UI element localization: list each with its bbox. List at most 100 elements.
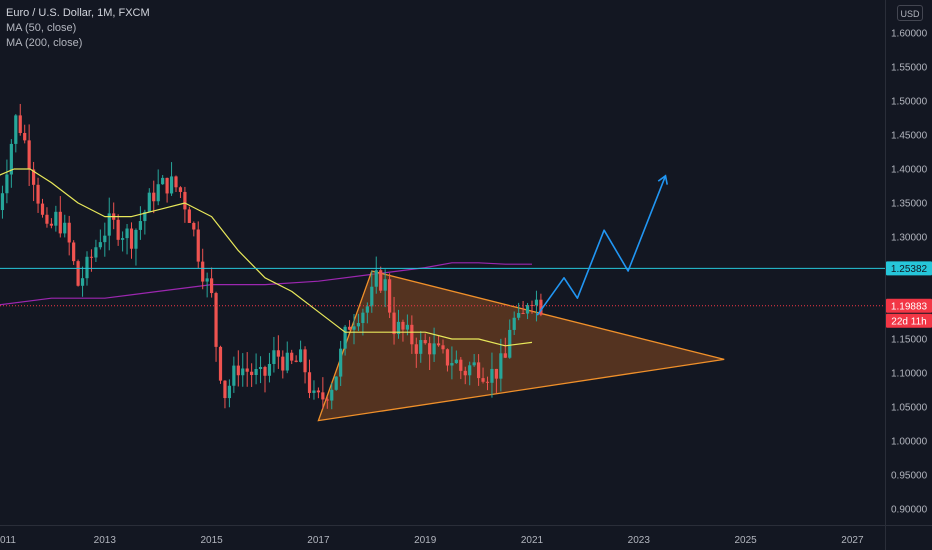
candle-body: [138, 221, 142, 230]
ma200-legend[interactable]: MA (200, close): [6, 37, 83, 49]
candle-body: [129, 228, 134, 249]
ma200-line: [0, 262, 532, 306]
candle-body: [107, 213, 111, 236]
candle-body: [32, 169, 36, 185]
candle-body: [499, 353, 503, 379]
candle-body: [152, 192, 156, 202]
candle-body: [250, 371, 254, 376]
candle-body: [379, 270, 383, 291]
candle-body: [210, 278, 214, 294]
projection-path[interactable]: [536, 174, 668, 316]
candle-body: [174, 176, 178, 188]
candle-body: [192, 222, 196, 230]
candle-body: [432, 343, 436, 355]
chart-legend[interactable]: Euro / U.S. Dollar, 1M, FXCM MA (50, clo…: [6, 6, 150, 51]
candle-body: [472, 362, 476, 366]
candle-body: [121, 238, 125, 240]
candle-body: [0, 193, 5, 211]
candle-body: [227, 385, 231, 399]
horizontal-levels[interactable]: [0, 267, 885, 307]
candle-body: [214, 293, 218, 347]
candle-body: [361, 312, 365, 324]
candle-body: [477, 362, 481, 379]
candle-body: [352, 326, 356, 330]
candle-body: [481, 378, 485, 382]
candle-body: [423, 340, 427, 344]
current-price-tag: 1.19883: [891, 301, 928, 312]
candle-body: [374, 270, 378, 287]
candle-body: [330, 389, 334, 401]
projection-arrowhead: [657, 174, 668, 185]
candle-body: [414, 344, 418, 354]
y-tick-label: 1.50000: [891, 97, 928, 108]
candle-body: [410, 324, 414, 345]
candle-body: [490, 368, 494, 383]
y-tick-label: 1.00000: [891, 437, 928, 448]
candle-body: [405, 324, 409, 330]
candle-body: [49, 223, 53, 226]
candle-body: [103, 235, 107, 243]
candle-body: [508, 329, 512, 358]
candle-body: [454, 359, 458, 364]
candle-body: [459, 359, 463, 371]
candle-body: [116, 219, 120, 240]
x-tick-label: 2021: [521, 535, 544, 546]
current-price-tag-bg: [886, 298, 932, 313]
candle-body: [23, 132, 27, 141]
candle-body: [303, 349, 307, 373]
candle-body: [521, 313, 525, 315]
candle-body: [196, 229, 200, 262]
candle-body: [254, 368, 258, 376]
candle-body: [9, 143, 13, 175]
ma50-legend[interactable]: MA (50, close): [6, 22, 77, 34]
price-tags: 1.25382 1.19883 22d 11h: [886, 261, 932, 328]
candle-body: [54, 211, 58, 226]
projection-line: [536, 175, 667, 316]
candle-body: [321, 392, 325, 400]
candle-body: [441, 345, 445, 350]
y-tick-label: 0.95000: [891, 471, 928, 482]
candle-body: [401, 321, 405, 330]
candle-body: [494, 368, 498, 379]
candle-body: [183, 191, 187, 210]
x-tick-label: 2025: [734, 535, 757, 546]
time-axis[interactable]: 2013 2015 2017 2019 2021 2023 2025 2027 011: [0, 535, 864, 546]
candle-body: [485, 381, 490, 383]
candle-body: [14, 115, 18, 144]
y-tick-label: 1.35000: [891, 199, 928, 210]
candle-body: [94, 247, 98, 258]
currency-button[interactable]: USD: [897, 5, 923, 21]
candle-body: [63, 222, 67, 234]
candle-body: [365, 306, 369, 313]
candle-body: [134, 229, 138, 249]
triangle-pattern[interactable]: [317, 270, 725, 422]
candle-body: [161, 177, 165, 185]
candle-body: [187, 209, 191, 223]
triangle-shape: [317, 270, 725, 422]
candle-body: [245, 368, 249, 372]
candle-body: [232, 365, 236, 386]
candle-body: [294, 360, 298, 362]
candle-body: [290, 352, 294, 361]
candle-body: [517, 313, 521, 318]
candle-body: [334, 376, 338, 390]
candle-body: [539, 299, 543, 315]
candle-body: [45, 214, 49, 224]
candle-body: [36, 184, 40, 204]
symbol-title[interactable]: Euro / U.S. Dollar, 1M, FXCM: [6, 7, 150, 19]
candle-body: [347, 326, 352, 330]
y-tick-label: 1.05000: [891, 403, 928, 414]
y-tick-label: 1.45000: [891, 131, 928, 142]
candle-body: [72, 242, 76, 262]
candle-body: [76, 261, 80, 286]
candle-body: [156, 184, 160, 202]
candle-body: [276, 350, 280, 357]
candle-body: [534, 299, 539, 306]
candle-body: [419, 340, 423, 354]
x-tick-label-edge: 011: [0, 535, 16, 546]
candle-body: [85, 256, 89, 279]
candle-body: [165, 177, 169, 194]
candle-body: [40, 203, 45, 215]
